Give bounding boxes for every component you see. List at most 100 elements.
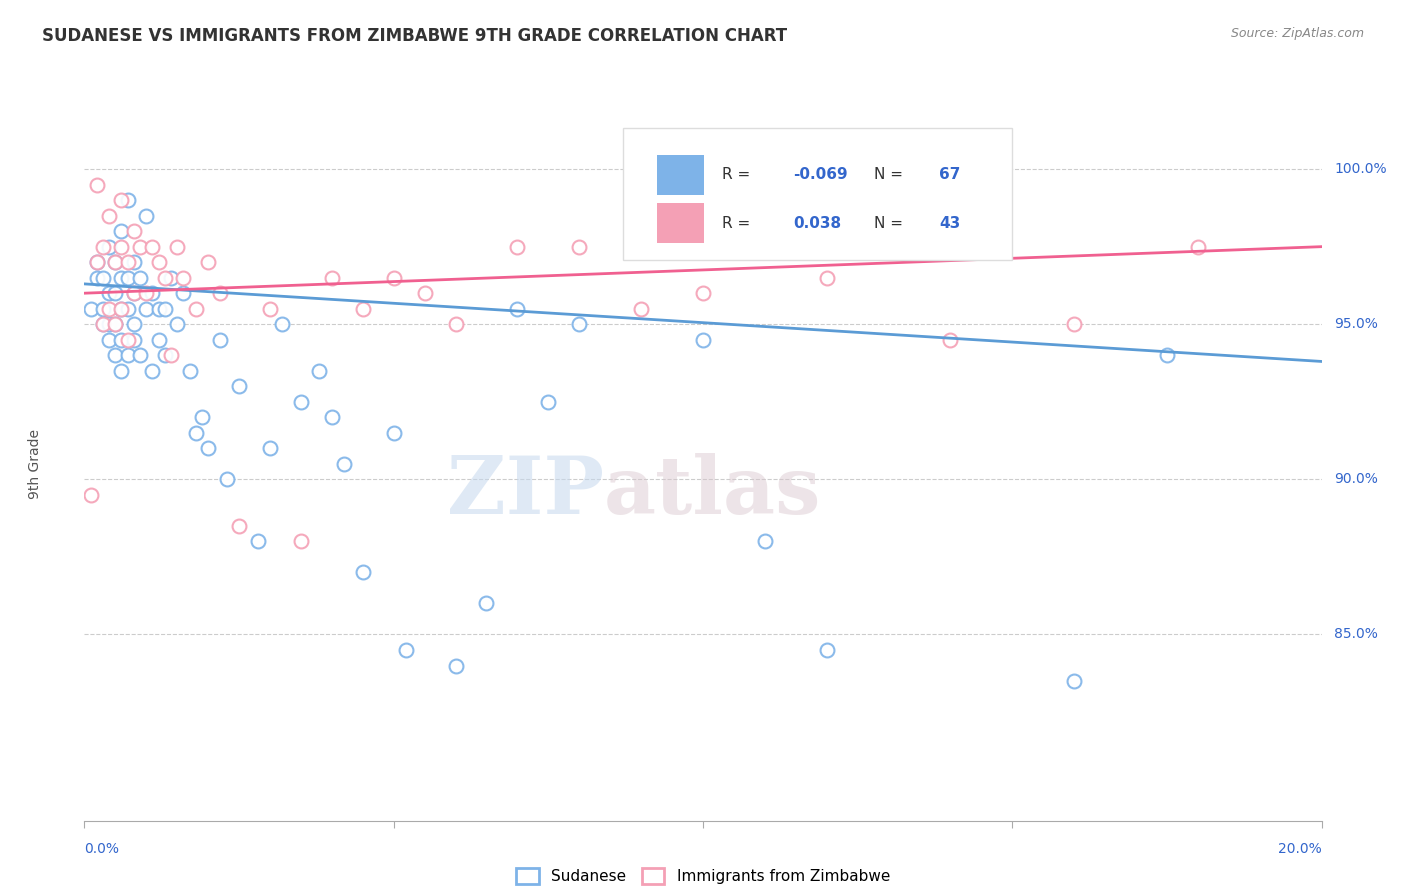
Point xyxy=(290,534,312,549)
Legend: Sudanese, Immigrants from Zimbabwe: Sudanese, Immigrants from Zimbabwe xyxy=(516,869,890,884)
Text: ZIP: ZIP xyxy=(447,453,605,532)
Text: atlas: atlas xyxy=(605,453,821,532)
Text: 95.0%: 95.0% xyxy=(1334,318,1378,331)
Point xyxy=(537,394,560,409)
Text: R =: R = xyxy=(721,216,755,231)
Point xyxy=(148,255,170,269)
Text: -0.069: -0.069 xyxy=(793,168,848,182)
Point xyxy=(122,286,145,301)
Point xyxy=(141,286,163,301)
Point xyxy=(153,301,176,316)
Point xyxy=(413,286,436,301)
Text: Source: ZipAtlas.com: Source: ZipAtlas.com xyxy=(1230,27,1364,40)
Point xyxy=(86,270,108,285)
Point xyxy=(172,286,194,301)
Point xyxy=(191,410,214,425)
Point xyxy=(135,286,157,301)
Point xyxy=(104,255,127,269)
Point xyxy=(91,270,114,285)
Text: 100.0%: 100.0% xyxy=(1334,162,1386,176)
Point xyxy=(79,488,101,502)
Point xyxy=(129,270,152,285)
Text: 0.038: 0.038 xyxy=(793,216,841,231)
Point xyxy=(104,286,127,301)
Point xyxy=(382,425,405,440)
Point xyxy=(98,209,121,223)
Point xyxy=(98,301,121,316)
FancyBboxPatch shape xyxy=(623,128,1012,260)
Point xyxy=(141,240,163,254)
Point xyxy=(110,193,132,207)
Point xyxy=(110,333,132,347)
Point xyxy=(91,317,114,331)
Point xyxy=(153,348,176,362)
Point xyxy=(141,364,163,378)
Point xyxy=(153,270,176,285)
Point xyxy=(209,286,232,301)
Point xyxy=(166,317,188,331)
Point xyxy=(333,457,356,471)
Text: 0.0%: 0.0% xyxy=(84,842,120,856)
Point xyxy=(104,348,127,362)
Point xyxy=(308,364,330,378)
Point xyxy=(197,442,219,456)
Point xyxy=(444,658,467,673)
Text: SUDANESE VS IMMIGRANTS FROM ZIMBABWE 9TH GRADE CORRELATION CHART: SUDANESE VS IMMIGRANTS FROM ZIMBABWE 9TH… xyxy=(42,27,787,45)
Point xyxy=(148,333,170,347)
Point xyxy=(160,348,183,362)
Point xyxy=(148,301,170,316)
Point xyxy=(166,240,188,254)
Point xyxy=(382,270,405,285)
Point xyxy=(692,286,714,301)
Point xyxy=(135,209,157,223)
Point xyxy=(122,255,145,269)
Point xyxy=(110,224,132,238)
Point xyxy=(246,534,269,549)
Point xyxy=(184,301,207,316)
Point xyxy=(117,348,139,362)
Point xyxy=(215,472,238,486)
Point xyxy=(1156,348,1178,362)
Point xyxy=(197,255,219,269)
Point xyxy=(160,270,183,285)
Point xyxy=(91,301,114,316)
Text: 9th Grade: 9th Grade xyxy=(28,429,42,499)
Point xyxy=(228,379,250,393)
Point xyxy=(271,317,294,331)
Point xyxy=(209,333,232,347)
Point xyxy=(568,317,591,331)
Point xyxy=(110,301,132,316)
Point xyxy=(395,643,418,657)
Text: R =: R = xyxy=(721,168,755,182)
Text: 20.0%: 20.0% xyxy=(1278,842,1322,856)
Point xyxy=(129,348,152,362)
Point xyxy=(1063,673,1085,688)
Point xyxy=(104,317,127,331)
Point xyxy=(259,442,281,456)
Point xyxy=(321,410,343,425)
Point xyxy=(98,286,121,301)
Text: 43: 43 xyxy=(939,216,960,231)
Point xyxy=(110,301,132,316)
FancyBboxPatch shape xyxy=(657,155,704,194)
Point xyxy=(129,240,152,254)
Point xyxy=(692,333,714,347)
Point xyxy=(104,255,127,269)
Point xyxy=(122,224,145,238)
Point xyxy=(86,255,108,269)
Point xyxy=(815,643,838,657)
Point xyxy=(91,317,114,331)
Point xyxy=(122,333,145,347)
Point xyxy=(184,425,207,440)
Point xyxy=(321,270,343,285)
Point xyxy=(939,333,962,347)
Point xyxy=(172,270,194,285)
Text: N =: N = xyxy=(873,216,908,231)
Point xyxy=(506,240,529,254)
Point xyxy=(228,519,250,533)
Point xyxy=(98,317,121,331)
Point xyxy=(352,566,374,580)
Point xyxy=(630,301,652,316)
Text: 67: 67 xyxy=(939,168,960,182)
Point xyxy=(815,270,838,285)
